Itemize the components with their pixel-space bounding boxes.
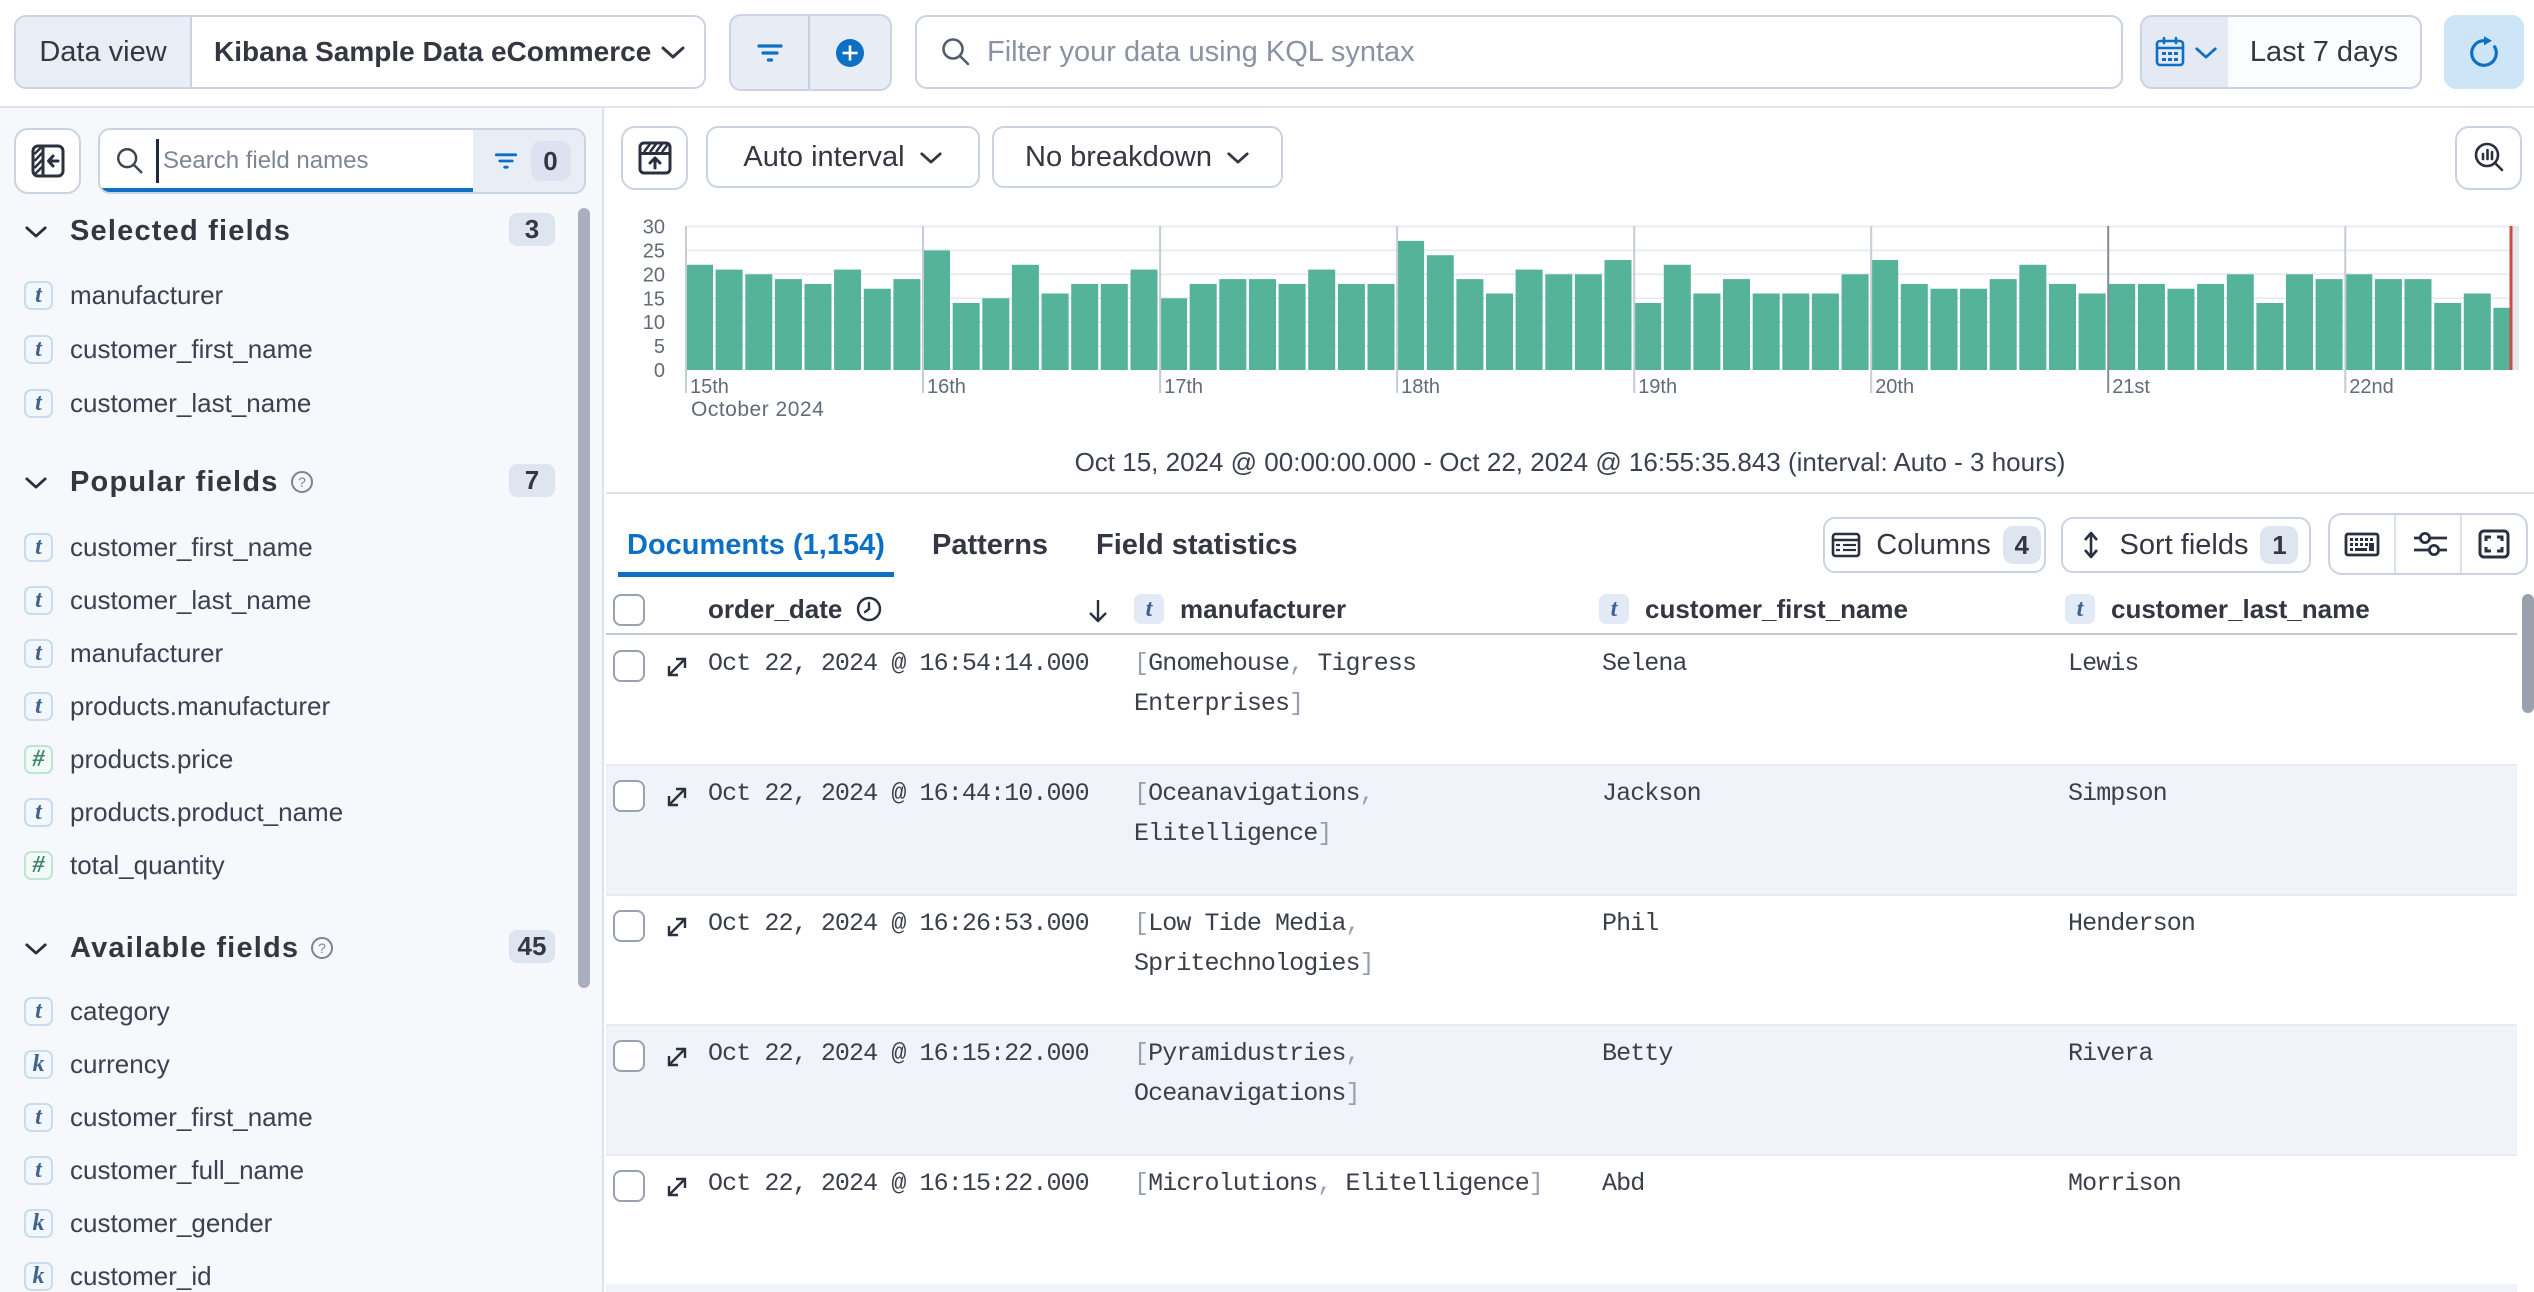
svg-text:10: 10 — [643, 312, 665, 334]
svg-text:?: ? — [298, 474, 306, 490]
svg-text:25: 25 — [643, 240, 665, 262]
svg-text:22nd: 22nd — [2349, 376, 2394, 398]
svg-text:5: 5 — [654, 336, 665, 358]
svg-text:20th: 20th — [1875, 376, 1914, 398]
svg-text:20: 20 — [643, 264, 665, 286]
svg-text:30: 30 — [643, 217, 665, 239]
svg-text:21st: 21st — [2112, 376, 2150, 398]
svg-text:October 2024: October 2024 — [691, 398, 824, 421]
svg-text:17th: 17th — [1164, 376, 1203, 398]
svg-text:?: ? — [318, 940, 326, 956]
svg-text:16th: 16th — [927, 376, 966, 398]
svg-text:15: 15 — [643, 288, 665, 310]
svg-text:0: 0 — [654, 360, 665, 382]
svg-text:19th: 19th — [1638, 376, 1677, 398]
svg-text:15th: 15th — [690, 376, 729, 398]
svg-text:18th: 18th — [1401, 376, 1440, 398]
